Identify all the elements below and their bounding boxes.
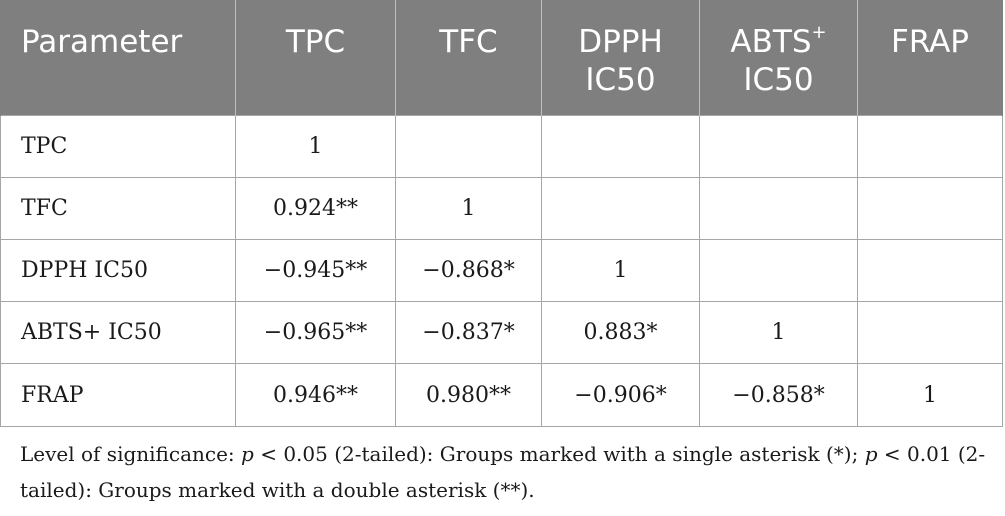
table-cell bbox=[395, 115, 542, 178]
table-row: TPC 1 bbox=[0, 115, 1003, 178]
header-row: Parameter TPC TFC DPPH IC50 ABTS+ IC50 FRA… bbox=[0, 0, 1003, 116]
header-tpc: TPC bbox=[235, 0, 396, 116]
table-cell: −0.837* bbox=[395, 301, 542, 364]
header-label: ABTS bbox=[730, 24, 812, 60]
header-label: TPC bbox=[285, 24, 346, 60]
table-cell: −0.868* bbox=[395, 239, 542, 302]
table-row: FRAP 0.946** 0.980** −0.906* −0.858* 1 bbox=[0, 363, 1003, 427]
row-label: FRAP bbox=[0, 363, 236, 427]
header-frap: FRAP bbox=[857, 0, 1003, 116]
header-tfc: TFC bbox=[395, 0, 542, 116]
header-dpph-ic50: DPPH IC50 bbox=[541, 0, 700, 116]
header-parameter: Parameter bbox=[0, 0, 236, 116]
table-cell: 0.924** bbox=[235, 177, 396, 240]
table-cell bbox=[541, 177, 700, 240]
footnote-text: < 0.05 (2-tailed): Groups marked with a … bbox=[253, 442, 865, 466]
table-cell bbox=[857, 177, 1003, 240]
table-cell: 1 bbox=[541, 239, 700, 302]
table-cell bbox=[857, 239, 1003, 302]
header-label: Parameter bbox=[21, 24, 183, 60]
table-cell: 1 bbox=[699, 301, 858, 364]
footnote-p-symbol: p bbox=[864, 442, 878, 466]
header-abts-ic50: ABTS+ IC50 bbox=[699, 0, 858, 116]
table-cell: −0.965** bbox=[235, 301, 396, 364]
table-cell: 0.883* bbox=[541, 301, 700, 364]
table-cell: 1 bbox=[857, 363, 1003, 427]
table-cell: −0.945** bbox=[235, 239, 396, 302]
header-label: TFC bbox=[439, 24, 498, 60]
table-cell: 0.980** bbox=[395, 363, 542, 427]
footnote-p-symbol: p bbox=[241, 442, 254, 466]
row-label: TFC bbox=[0, 177, 236, 240]
header-label-line2: IC50 bbox=[743, 62, 814, 98]
table-row: DPPH IC50 −0.945** −0.868* 1 bbox=[0, 239, 1003, 302]
table-row: ABTS+ IC50 −0.965** −0.837* 0.883* 1 bbox=[0, 301, 1003, 364]
table-cell: −0.858* bbox=[699, 363, 858, 427]
footnote-text: < 0.01 (2-tailed): Groups marked with a … bbox=[20, 442, 986, 502]
table-cell bbox=[857, 115, 1003, 178]
header-superscript: + bbox=[811, 22, 827, 43]
table-cell: 1 bbox=[395, 177, 542, 240]
table-cell bbox=[699, 115, 858, 178]
table-cell bbox=[857, 301, 1003, 364]
table-body: TPC 1 TFC 0.924** 1 DPPH IC50 −0.945** −… bbox=[0, 115, 1003, 427]
table-header: Parameter TPC TFC DPPH IC50 ABTS+ IC50 FRA… bbox=[0, 0, 1003, 116]
table-footnote: Level of significance: p < 0.05 (2-taile… bbox=[20, 436, 1000, 508]
table-cell bbox=[699, 239, 858, 302]
row-label: TPC bbox=[0, 115, 236, 178]
table-cell bbox=[699, 177, 858, 240]
header-label-line2: IC50 bbox=[585, 62, 656, 98]
row-label: ABTS+ IC50 bbox=[0, 301, 236, 364]
table-cell: 1 bbox=[235, 115, 396, 178]
table-row: TFC 0.924** 1 bbox=[0, 177, 1003, 240]
table-cell: 0.946** bbox=[235, 363, 396, 427]
header-label: FRAP bbox=[890, 24, 969, 60]
table-cell bbox=[541, 115, 700, 178]
footnote-text: Level of significance: bbox=[20, 442, 242, 466]
header-label: DPPH bbox=[578, 24, 663, 60]
correlation-table-container: Parameter TPC TFC DPPH IC50 ABTS+ IC50 FRA… bbox=[0, 0, 1003, 427]
correlation-table: Parameter TPC TFC DPPH IC50 ABTS+ IC50 FRA… bbox=[0, 0, 1003, 427]
table-cell: −0.906* bbox=[541, 363, 700, 427]
row-label: DPPH IC50 bbox=[0, 239, 236, 302]
